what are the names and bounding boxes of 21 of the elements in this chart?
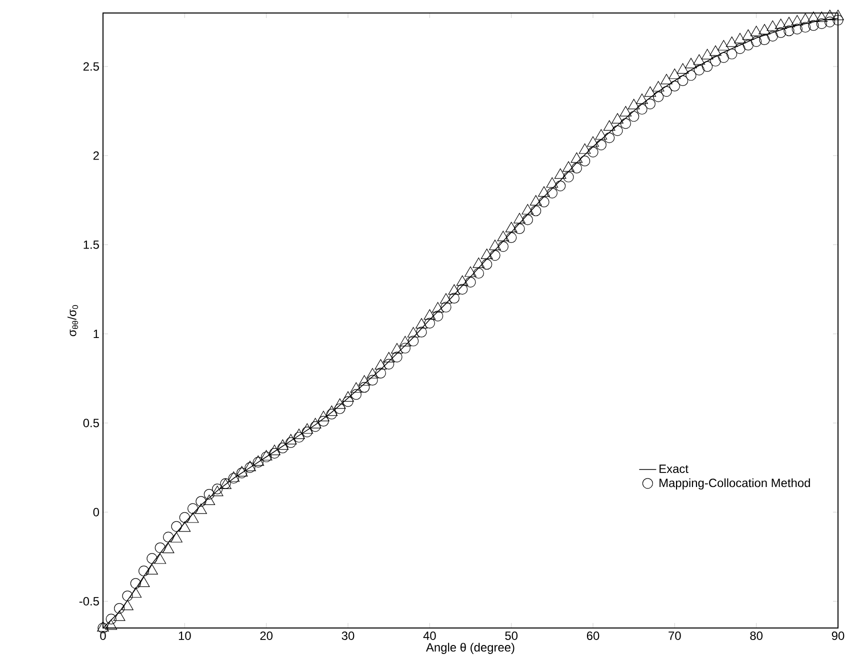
y-tick-label: 1 bbox=[94, 330, 99, 338]
x-tick-label: 0 bbox=[100, 632, 106, 640]
y-tick-label: 2.5 bbox=[83, 62, 99, 71]
y-tick-label: 1.5 bbox=[84, 240, 99, 249]
x-tick-label: 60 bbox=[586, 632, 600, 640]
x-tick-label: 70 bbox=[668, 632, 681, 640]
legend-label: Exact bbox=[660, 464, 688, 473]
legend-label: Mapping-Collocation Method bbox=[660, 478, 810, 490]
x-tick-label: 30 bbox=[342, 632, 354, 640]
y-tick-label: -0.5 bbox=[79, 597, 99, 606]
x-tick-label: 20 bbox=[260, 632, 273, 640]
x-tick-label: 80 bbox=[750, 632, 763, 640]
y-tick-label: 2 bbox=[93, 151, 99, 160]
y-axis-title: σ$_{θθ}$/σ$_{0}$ bbox=[68, 305, 78, 336]
y-tick-label: 0.5 bbox=[83, 418, 99, 428]
x-tick-label: 50 bbox=[505, 632, 518, 640]
x-tick-label: 10 bbox=[178, 632, 191, 640]
x-tick-label: 40 bbox=[423, 632, 436, 640]
x-axis-title: Angle θ (degree) bbox=[426, 642, 514, 654]
y-tick-label: 0 bbox=[93, 508, 100, 516]
x-tick-label: 90 bbox=[832, 632, 844, 640]
